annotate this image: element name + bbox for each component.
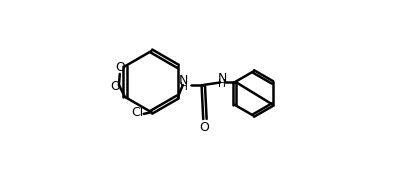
Text: H: H: [218, 79, 226, 89]
Text: N: N: [217, 72, 226, 85]
Text: Cl: Cl: [131, 106, 143, 119]
Text: O: O: [115, 61, 125, 74]
Text: H: H: [180, 82, 187, 92]
Text: N: N: [179, 74, 188, 87]
Text: O: O: [111, 80, 121, 93]
Text: O: O: [199, 121, 209, 134]
